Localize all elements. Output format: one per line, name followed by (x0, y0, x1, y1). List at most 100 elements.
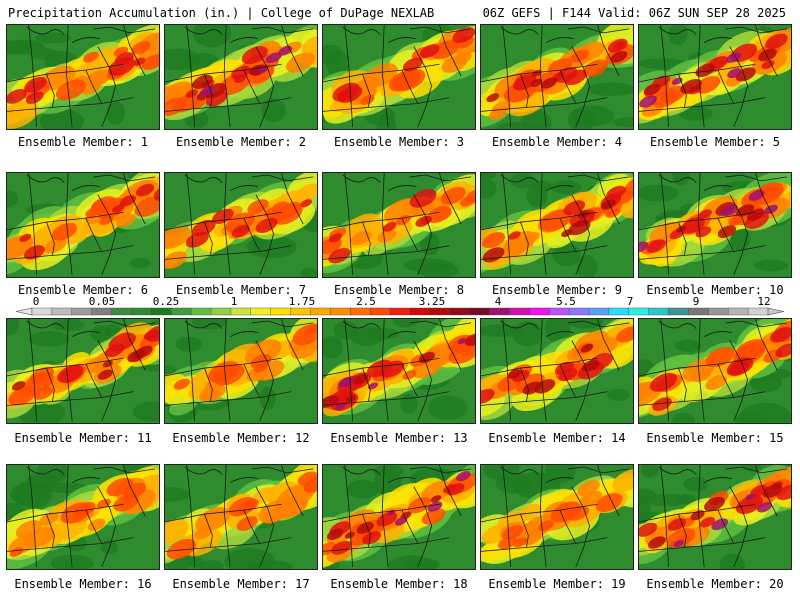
ensemble-member-label: Ensemble Member: 14 (488, 431, 626, 445)
precip-map (323, 25, 475, 129)
run-info: 06Z GEFS | F144 Valid: 06Z SUN SEP 28 20… (482, 6, 786, 20)
color-scale-legend: 0 0.05 0.25 1 1.75 2.5 3.25 4 5.5 7 9 12 (15, 296, 785, 316)
ensemble-member-map (322, 464, 476, 570)
legend-tick-label: 4 (495, 296, 502, 308)
ensemble-member-map (638, 318, 792, 424)
ensemble-member-label: Ensemble Member: 3 (333, 135, 465, 149)
ensemble-member-map (638, 24, 792, 130)
legend-color-swatch (270, 307, 291, 316)
ensemble-member-label: Ensemble Member: 15 (646, 431, 784, 445)
legend-color-swatch (290, 307, 311, 316)
legend-color-swatch (648, 307, 669, 316)
legend-color-swatch (489, 307, 510, 316)
legend-color-swatch (668, 307, 689, 316)
ensemble-member-map (480, 464, 634, 570)
legend-color-swatch (409, 307, 431, 316)
precip-map (7, 319, 159, 423)
legend-color-swatch (210, 307, 232, 316)
legend-tick-label: 0.05 (89, 296, 116, 308)
legend-tick-label: 3.25 (419, 296, 446, 308)
legend-color-swatch (330, 307, 351, 316)
legend-color-swatch (728, 307, 749, 316)
ensemble-member-label: Ensemble Member: 4 (491, 135, 623, 149)
precip-map (323, 465, 475, 569)
precip-map (481, 319, 633, 423)
legend-color-swatch (529, 307, 550, 316)
precip-map (165, 319, 317, 423)
ensemble-member-map (480, 318, 634, 424)
ensemble-member-label: Ensemble Member: 20 (646, 577, 784, 591)
precip-map (639, 25, 791, 129)
legend-color-swatch (449, 307, 471, 316)
ensemble-member-label: Ensemble Member: 11 (14, 431, 152, 445)
precip-map (639, 173, 791, 277)
ensemble-member-map (480, 172, 634, 278)
legend-tick-label: 0 (33, 296, 40, 308)
legend-tick-label: 0.25 (153, 296, 180, 308)
ensemble-member-map (322, 318, 476, 424)
precip-map (165, 173, 317, 277)
ensemble-member-label: Ensemble Member: 7 (175, 283, 307, 297)
legend-color-swatch (548, 307, 570, 316)
ensemble-member-label: Ensemble Member: 13 (330, 431, 468, 445)
precip-map (323, 173, 475, 277)
legend-color-swatch (369, 307, 391, 316)
legend-color-swatch (588, 307, 610, 316)
ensemble-member-label: Ensemble Member: 19 (488, 577, 626, 591)
ensemble-member-map (164, 464, 318, 570)
ensemble-member-map (6, 24, 160, 130)
precip-map (639, 319, 791, 423)
precip-map (639, 465, 791, 569)
ensemble-member-map (638, 464, 792, 570)
legend-tick-label: 5.5 (556, 296, 576, 308)
ensemble-member-label: Ensemble Member: 8 (333, 283, 465, 297)
precip-map (7, 465, 159, 569)
ensemble-member-map (164, 318, 318, 424)
legend-tick-label: 12 (757, 296, 770, 308)
ensemble-member-label: Ensemble Member: 2 (175, 135, 307, 149)
ensemble-member-label: Ensemble Member: 6 (17, 283, 149, 297)
legend-color-swatch (747, 307, 769, 316)
precip-map (481, 25, 633, 129)
ensemble-member-map (322, 172, 476, 278)
legend-tick-label: 1.75 (289, 296, 316, 308)
legend-color-swatch (509, 307, 530, 316)
precip-map (165, 465, 317, 569)
ensemble-member-label: Ensemble Member: 9 (491, 283, 623, 297)
legend-tick-label: 2.5 (356, 296, 376, 308)
legend-tick-label: 9 (693, 296, 700, 308)
legend-color-swatch (131, 307, 152, 316)
precip-map (7, 25, 159, 129)
legend-color-swatch (389, 307, 411, 316)
ensemble-member-label: Ensemble Member: 17 (172, 577, 310, 591)
ensemble-member-label: Ensemble Member: 16 (14, 577, 152, 591)
ensemble-member-label: Ensemble Member: 12 (172, 431, 310, 445)
ensemble-member-map (164, 24, 318, 130)
legend-color-swatch (469, 307, 490, 316)
legend-color-swatch (310, 307, 331, 316)
precip-map (481, 173, 633, 277)
legend-color-swatch (111, 307, 132, 316)
legend-tick-label: 7 (627, 296, 634, 308)
legend-color-swatch (350, 307, 371, 316)
ensemble-member-map (638, 172, 792, 278)
precip-map (7, 173, 159, 277)
legend-color-swatch (190, 307, 212, 316)
ensemble-member-label: Ensemble Member: 5 (649, 135, 781, 149)
precip-map (323, 319, 475, 423)
ensemble-member-map (6, 464, 160, 570)
legend-color-swatch (71, 307, 93, 316)
legend-color-swatch (31, 307, 53, 316)
legend-color-swatch (429, 307, 451, 316)
legend-color-swatch (708, 307, 729, 316)
ensemble-member-map (480, 24, 634, 130)
ensemble-member-map (164, 172, 318, 278)
precip-map (481, 465, 633, 569)
legend-color-swatch (51, 307, 73, 316)
legend-color-swatch (91, 307, 112, 316)
ensemble-member-label: Ensemble Member: 18 (330, 577, 468, 591)
legend-color-swatch (250, 307, 272, 316)
ensemble-member-map (6, 172, 160, 278)
legend-color-swatch (171, 307, 192, 316)
legend-color-swatch (628, 307, 650, 316)
